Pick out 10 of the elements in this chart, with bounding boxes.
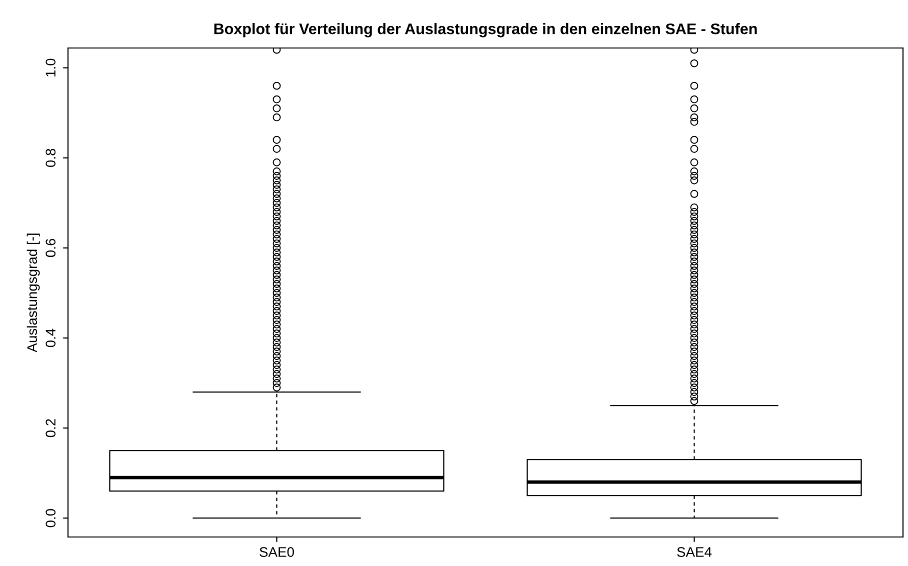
x-tick-label: SAE0 (260, 547, 294, 557)
y-tick-label: 0.0 (46, 508, 56, 528)
y-tick-label: 0.8 (46, 148, 56, 167)
y-tick-label: 1.0 (46, 58, 56, 76)
y-tick-label: 0.2 (46, 419, 56, 438)
x-tick-label: SAE4 (677, 547, 712, 557)
y-tick-label: 0.4 (46, 328, 56, 348)
y-axis-title: Auslastungsgrad [-] (26, 234, 40, 352)
chart-title: Boxplot für Verteilung der Auslastungsgrade in den einzelnen SAE - Stufen (214, 23, 757, 38)
y-tick-label: 0.6 (46, 238, 56, 258)
